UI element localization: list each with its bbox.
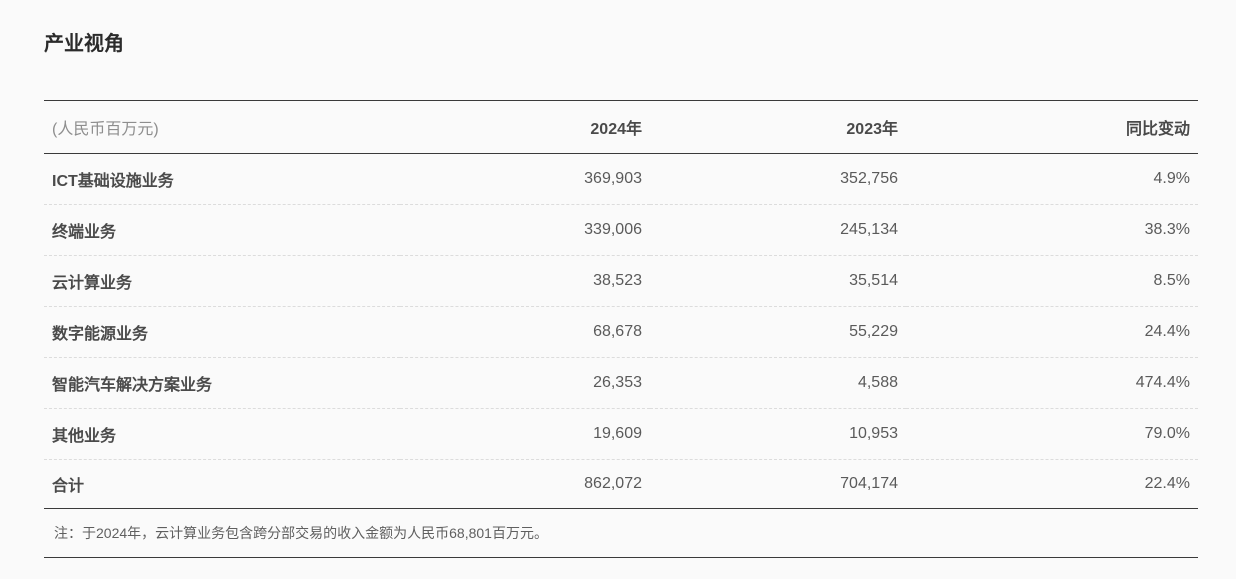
segment-label: 数字能源业务: [44, 306, 400, 358]
column-header-2023: 2023年: [650, 100, 906, 154]
segment-label: 终端业务: [44, 204, 400, 256]
table-row: 智能汽车解决方案业务 26,353 4,588 474.4%: [44, 357, 1198, 409]
value-yoy: 79.0%: [906, 408, 1198, 460]
value-2024: 339,006: [400, 204, 650, 256]
total-2024: 862,072: [400, 459, 650, 509]
footnote: 注：于2024年，云计算业务包含跨分部交易的收入金额为人民币68,801百万元。: [44, 509, 1198, 558]
table-row: ICT基础设施业务 369,903 352,756 4.9%: [44, 153, 1198, 205]
value-yoy: 4.9%: [906, 153, 1198, 205]
segment-label: 其他业务: [44, 408, 400, 460]
total-2023: 704,174: [650, 459, 906, 509]
value-yoy: 24.4%: [906, 306, 1198, 358]
segment-label: ICT基础设施业务: [44, 153, 400, 205]
value-2024: 19,609: [400, 408, 650, 460]
segment-label: 智能汽车解决方案业务: [44, 357, 400, 409]
value-2024: 68,678: [400, 306, 650, 358]
industry-segment-table: (人民币百万元) 2024年 2023年 同比变动 ICT基础设施业务 369,…: [44, 100, 1198, 509]
value-2024: 26,353: [400, 357, 650, 409]
value-2023: 35,514: [650, 255, 906, 307]
table-row: 其他业务 19,609 10,953 79.0%: [44, 408, 1198, 460]
value-2023: 245,134: [650, 204, 906, 256]
total-yoy: 22.4%: [906, 459, 1198, 509]
value-yoy: 474.4%: [906, 357, 1198, 409]
table-row: 终端业务 339,006 245,134 38.3%: [44, 204, 1198, 256]
value-2024: 369,903: [400, 153, 650, 205]
total-label: 合计: [44, 459, 400, 509]
value-2023: 10,953: [650, 408, 906, 460]
value-2024: 38,523: [400, 255, 650, 307]
total-row: 合计 862,072 704,174 22.4%: [44, 459, 1198, 509]
segment-label: 云计算业务: [44, 255, 400, 307]
unit-label: (人民币百万元): [44, 100, 400, 154]
value-2023: 55,229: [650, 306, 906, 358]
value-yoy: 38.3%: [906, 204, 1198, 256]
value-yoy: 8.5%: [906, 255, 1198, 307]
table-header-row: (人民币百万元) 2024年 2023年 同比变动: [44, 100, 1198, 154]
column-header-yoy: 同比变动: [906, 100, 1198, 154]
value-2023: 4,588: [650, 357, 906, 409]
table-row: 数字能源业务 68,678 55,229 24.4%: [44, 306, 1198, 358]
page-title: 产业视角: [44, 33, 124, 55]
value-2023: 352,756: [650, 153, 906, 205]
table-row: 云计算业务 38,523 35,514 8.5%: [44, 255, 1198, 307]
column-header-2024: 2024年: [400, 100, 650, 154]
